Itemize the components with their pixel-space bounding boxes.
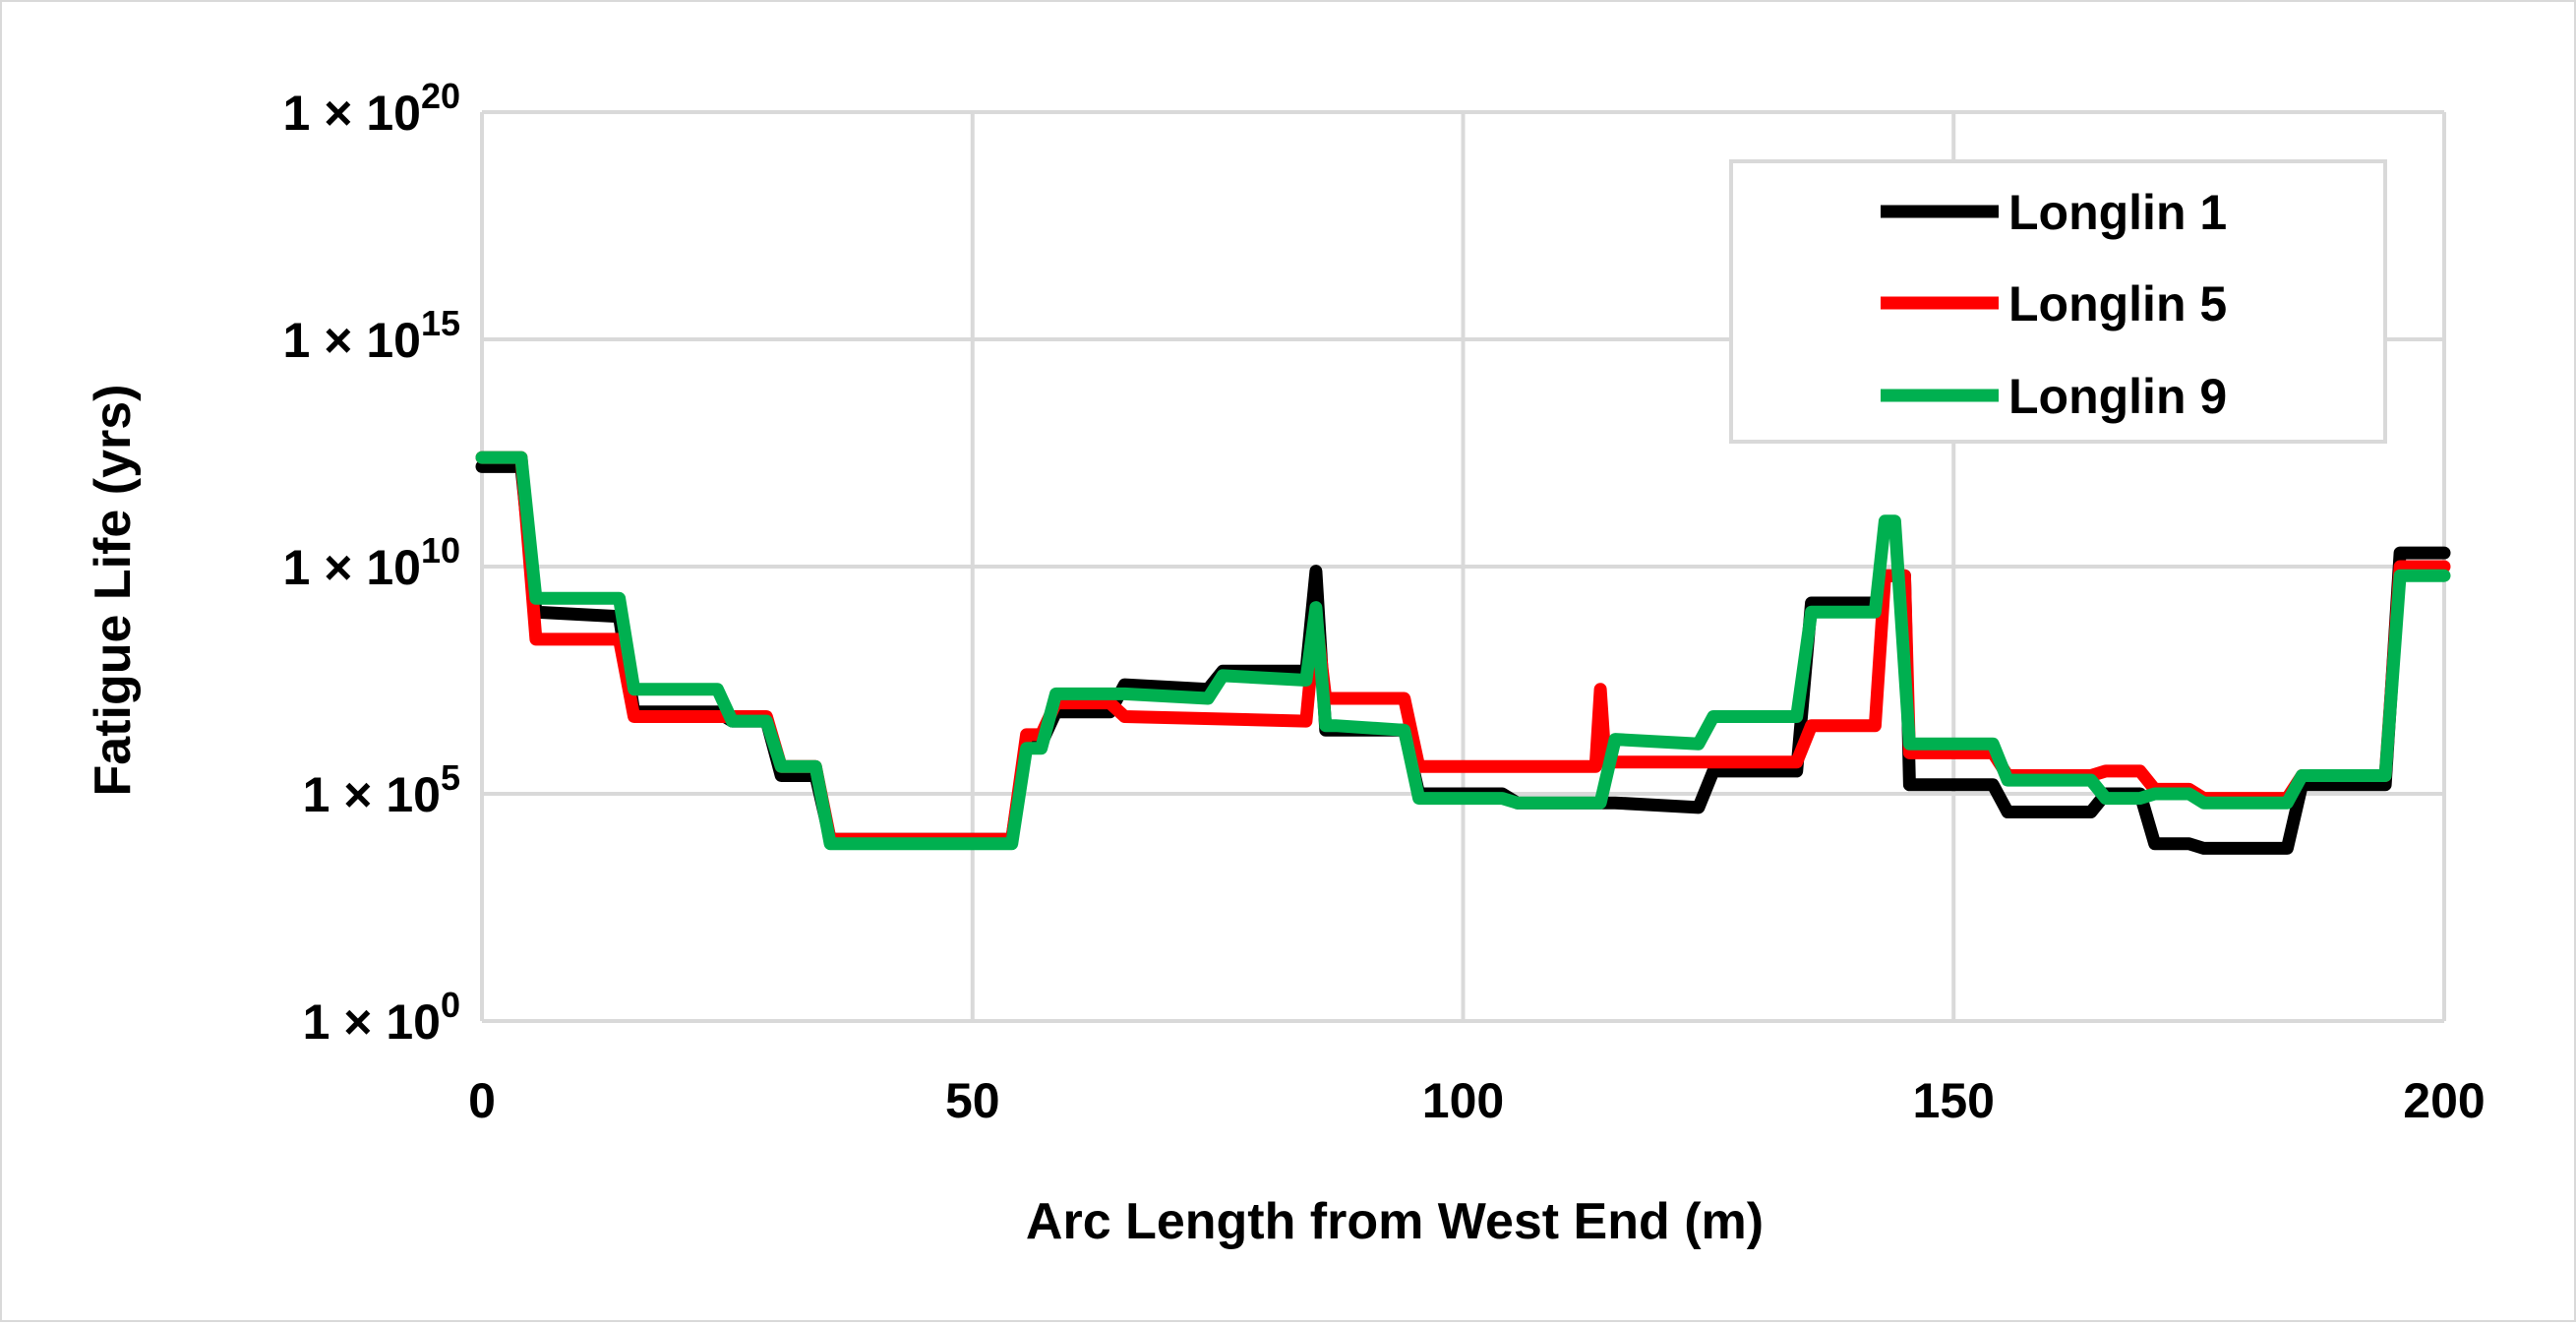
legend: Longlin 1 Longlin 5 Longlin 9 [1729,159,2387,444]
x-tick-label: 0 [468,1073,496,1128]
x-tick-label: 100 [1422,1073,1504,1128]
y-tick-label: 1 × 100 [303,985,460,1050]
series-line-3 [475,451,2451,851]
series-layer [475,451,2451,855]
x-axis-title: Arc Length from West End (m) [1026,1193,1764,1250]
tick-layer: 1 × 100 1 × 105 1 × 1010 1 × 1015 1 × 1020 0 5… [283,76,2486,1128]
legend-box [1729,159,2387,444]
x-tick-label: 150 [1913,1073,1995,1128]
y-tick-label: 1 × 1010 [283,530,460,595]
legend-label-3: Longlin 9 [2008,369,2227,424]
legend-label-2: Longlin 5 [2008,276,2227,331]
y-tick-label: 1 × 1015 [283,303,460,368]
x-tick-label: 200 [2403,1073,2485,1128]
y-tick-label: 1 × 1020 [283,76,460,141]
x-tick-label: 50 [945,1073,1000,1128]
y-axis-title: Fatigue Life (yrs) [85,385,142,797]
legend-label-1: Longlin 1 [2008,185,2227,240]
y-tick-label: 1 × 105 [303,757,460,822]
